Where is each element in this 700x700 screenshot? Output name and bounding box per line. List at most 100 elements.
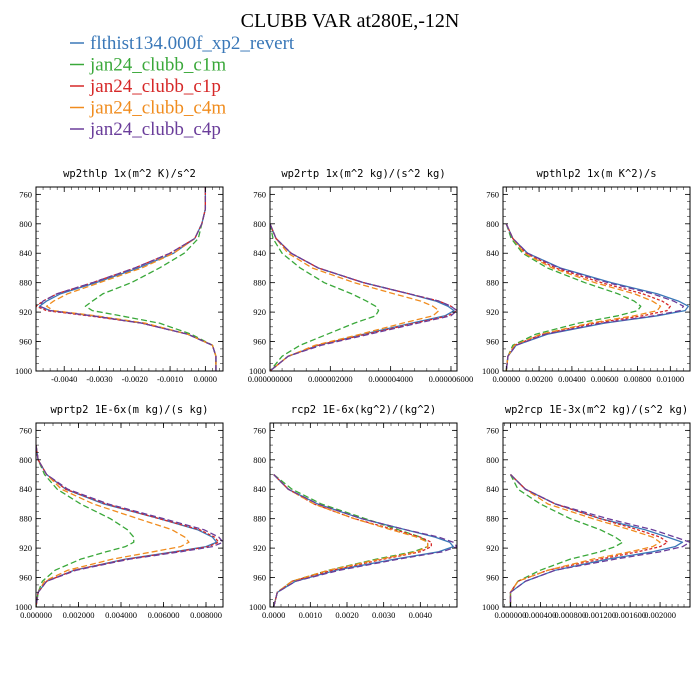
plot-frame — [502, 186, 691, 372]
x-tick-label: 0.006000 — [148, 610, 180, 620]
legend-label: jan24_clubb_c4m — [89, 98, 226, 119]
y-tick-label: 760 — [253, 189, 266, 199]
y-tick-label: 760 — [19, 189, 32, 199]
x-tick-label: -0.0010 — [157, 374, 183, 384]
series-line — [509, 474, 669, 607]
y-tick-label: 1000 — [15, 602, 32, 612]
legend-label: flthist134.000f_xp2_revert — [90, 33, 295, 54]
y-tick-label: 920 — [253, 543, 266, 553]
plot-frame — [502, 422, 691, 608]
y-tick-label: 920 — [253, 307, 266, 317]
series-line — [505, 223, 671, 371]
y-tick-label: 920 — [19, 307, 32, 317]
panel-title: rcp2 1E-6x(kg^2)/(kg^2) — [291, 404, 436, 416]
series-line — [505, 223, 690, 371]
panel-title: wp2rcp 1E-3x(m^2 kg)/(s^2 kg) — [505, 404, 688, 416]
figure-title: CLUBB VAR at280E,-12N — [241, 10, 460, 32]
x-tick-label: 0.0010 — [299, 610, 322, 620]
x-tick-label: -0.0040 — [51, 374, 77, 384]
panel-3: wpthlp2 1x(m K^2)/s 760 800 840 880 920 960 100… — [482, 168, 691, 384]
y-tick-label: 960 — [19, 337, 32, 347]
plot-frame — [35, 422, 224, 608]
x-tick-label: 0.002000 — [63, 610, 95, 620]
series-line — [38, 187, 217, 371]
series-line — [509, 474, 690, 607]
panel-5: rcp2 1E-6x(kg^2)/(kg^2) 760 800 840 880 920 96… — [249, 404, 458, 620]
y-tick-label: 880 — [19, 278, 32, 288]
x-tick-label: 0.0020 — [335, 610, 358, 620]
y-tick-label: 840 — [253, 248, 266, 258]
x-tick-label: 0.004000 — [105, 610, 137, 620]
y-tick-label: 920 — [19, 543, 32, 553]
series-line — [270, 223, 457, 371]
x-tick-label: 0.00400 — [558, 374, 586, 384]
y-tick-label: 760 — [253, 425, 266, 435]
panel-4: wprtp2 1E-6x(m kg)/(s kg) 760 800 840 880 920… — [15, 404, 224, 620]
y-tick-label: 1000 — [15, 366, 32, 376]
series-line — [270, 223, 440, 371]
y-tick-label: 920 — [486, 307, 499, 317]
x-tick-label: 0.000000 — [20, 610, 52, 620]
x-tick-label: -0.0030 — [86, 374, 112, 384]
y-tick-label: 760 — [486, 425, 499, 435]
series-line — [36, 444, 190, 607]
series-line — [270, 223, 457, 371]
panel-6: wp2rcp 1E-3x(m^2 kg)/(s^2 kg) 760 800 840 88… — [482, 404, 691, 620]
legend-label: jan24_clubb_c4p — [89, 119, 221, 140]
x-tick-label: 0.00600 — [591, 374, 619, 384]
x-tick-label: 0.000000 — [495, 610, 527, 620]
x-tick-label: 0.01000 — [657, 374, 685, 384]
y-tick-label: 960 — [486, 337, 499, 347]
y-tick-label: 960 — [253, 573, 266, 583]
x-tick-label: -0.0020 — [122, 374, 148, 384]
series-line — [36, 187, 217, 371]
y-tick-label: 800 — [19, 455, 32, 465]
x-tick-label: 0.001600 — [614, 610, 646, 620]
series-line — [36, 444, 220, 607]
x-tick-label: 0.000400 — [524, 610, 556, 620]
series-line — [505, 223, 685, 371]
y-tick-label: 880 — [19, 514, 32, 524]
series-line — [270, 223, 380, 371]
y-tick-label: 840 — [253, 484, 266, 494]
y-tick-label: 800 — [486, 455, 499, 465]
x-tick-label: 0.002000 — [644, 610, 676, 620]
y-tick-label: 840 — [19, 248, 32, 258]
y-tick-label: 880 — [253, 278, 266, 288]
x-tick-label: 0.0000 — [262, 610, 285, 620]
series-line — [505, 223, 642, 371]
series-line — [38, 187, 217, 371]
panel-2: wp2rtp 1x(m^2 kg)/(s^2 kg) 760 800 840 880 92… — [248, 168, 474, 384]
panels-grid: wp2thlp 1x(m^2 K)/s^2 760 800 840 880 920 960 1… — [15, 168, 691, 620]
x-tick-label: 0.00800 — [624, 374, 652, 384]
series-line — [273, 474, 454, 607]
y-tick-label: 960 — [19, 573, 32, 583]
plot-frame — [269, 422, 458, 608]
legend: flthist134.000f_xp2_revertjan24_clubb_c1… — [70, 33, 295, 140]
y-tick-label: 840 — [486, 484, 499, 494]
x-tick-label: 0.000002000 — [308, 374, 353, 384]
y-tick-label: 880 — [486, 514, 499, 524]
series-line — [36, 444, 135, 607]
y-tick-label: 1000 — [249, 602, 266, 612]
y-tick-label: 1000 — [482, 366, 499, 376]
y-tick-label: 800 — [253, 455, 266, 465]
y-tick-label: 760 — [486, 189, 499, 199]
y-tick-label: 800 — [253, 219, 266, 229]
legend-label: jan24_clubb_c1p — [89, 76, 221, 97]
x-tick-label: 0.008000 — [190, 610, 222, 620]
y-tick-label: 960 — [486, 573, 499, 583]
y-tick-label: 760 — [19, 425, 32, 435]
series-line — [45, 187, 217, 371]
x-tick-label: 0.000006000 — [429, 374, 474, 384]
y-tick-label: 920 — [486, 543, 499, 553]
legend-label: jan24_clubb_c1m — [89, 55, 226, 76]
x-tick-label: 0.000000000 — [248, 374, 293, 384]
x-tick-label: 0.000800 — [554, 610, 586, 620]
x-tick-label: 0.00000 — [492, 374, 520, 384]
panel-title: wpthlp2 1x(m K^2)/s — [536, 168, 656, 180]
x-tick-label: 0.0040 — [409, 610, 432, 620]
y-tick-label: 880 — [253, 514, 266, 524]
x-tick-label: 0.0000 — [194, 374, 217, 384]
